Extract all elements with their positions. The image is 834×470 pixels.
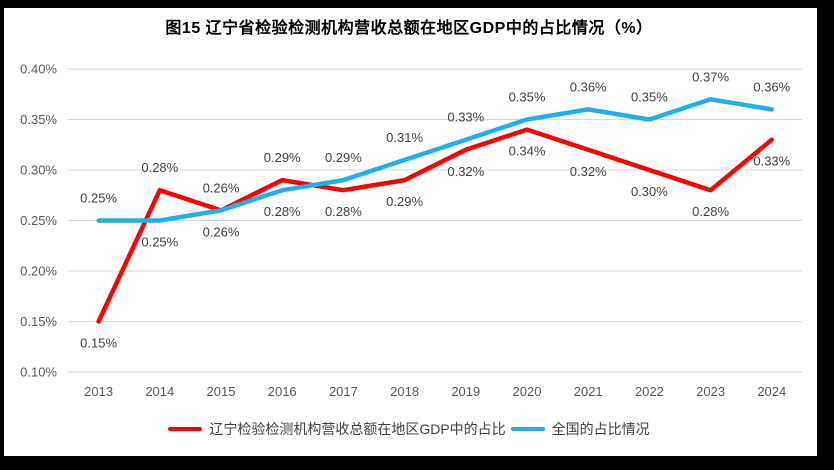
frame-border-left [0, 0, 4, 470]
data-label-national: 0.29% [325, 150, 362, 165]
data-label-national: 0.33% [447, 110, 484, 125]
legend-label-liaoning: 辽宁检验检测机构营收总额在地区GDP中的占比 [209, 421, 506, 437]
y-axis-tick-label: 0.30% [20, 163, 57, 178]
data-label-national: 0.25% [80, 191, 117, 206]
frame-border-top [0, 0, 834, 8]
x-axis-tick-label: 2016 [268, 384, 297, 399]
data-label-liaoning: 0.28% [141, 160, 178, 175]
chart-legend: 辽宁检验检测机构营收总额在地区GDP中的占比 全国的占比情况 [4, 418, 814, 440]
legend-line-swatch-liaoning [168, 426, 203, 432]
y-axis-tick-label: 0.10% [20, 365, 57, 380]
frame-border-bottom [0, 456, 834, 470]
data-label-liaoning: 0.29% [264, 150, 301, 165]
series-line-liaoning [96, 127, 775, 324]
legend-item-national: 全国的占比情况 [510, 419, 650, 439]
data-label-national: 0.35% [631, 90, 668, 105]
legend-line-swatch-national [510, 426, 545, 432]
data-label-liaoning: 0.32% [570, 164, 607, 179]
legend-item-liaoning: 辽宁检验检测机构营收总额在地区GDP中的占比 [168, 419, 506, 439]
data-label-national: 0.36% [570, 79, 607, 94]
y-axis-tick-label: 0.25% [20, 213, 57, 228]
x-axis-tick-label: 2015 [207, 384, 236, 399]
y-axis-tick-label: 0.40% [20, 62, 57, 77]
data-label-national: 0.25% [141, 235, 178, 250]
y-axis-tick-label: 0.15% [20, 314, 57, 329]
chart-title: 图15 辽宁省检验检测机构营收总额在地区GDP中的占比情况（%） [165, 20, 653, 37]
data-label-national: 0.36% [753, 79, 790, 94]
frame-border-right [817, 0, 834, 470]
x-axis-tick-label: 2018 [390, 384, 419, 399]
data-label-national: 0.37% [692, 69, 729, 84]
x-axis-tick-label: 2014 [145, 384, 174, 399]
data-label-liaoning: 0.29% [386, 194, 423, 209]
data-label-liaoning: 0.34% [509, 144, 546, 159]
data-label-national: 0.31% [386, 130, 423, 145]
x-axis-tick-label: 2022 [635, 384, 664, 399]
data-label-national: 0.28% [264, 204, 301, 219]
x-axis-tick-label: 2019 [451, 384, 480, 399]
data-label-liaoning: 0.28% [325, 204, 362, 219]
y-axis-tick-label: 0.20% [20, 264, 57, 279]
data-label-liaoning: 0.30% [631, 184, 668, 199]
x-axis-tick-label: 2021 [574, 384, 603, 399]
data-label-national: 0.26% [203, 224, 240, 239]
data-label-liaoning: 0.28% [692, 204, 729, 219]
data-label-liaoning: 0.33% [753, 154, 790, 169]
data-label-national: 0.35% [509, 90, 546, 105]
y-axis-tick-label: 0.35% [20, 112, 57, 127]
data-label-liaoning: 0.32% [447, 164, 484, 179]
x-axis-tick-label: 2024 [757, 384, 786, 399]
x-axis-tick-label: 2017 [329, 384, 358, 399]
data-label-liaoning: 0.15% [80, 336, 117, 351]
legend-label-national: 全国的占比情况 [551, 421, 650, 437]
x-axis-tick-label: 2023 [696, 384, 725, 399]
x-axis-tick-label: 2013 [84, 384, 113, 399]
x-axis-tick-label: 2020 [513, 384, 542, 399]
data-label-liaoning: 0.26% [203, 180, 240, 195]
series-line-national [96, 97, 775, 223]
